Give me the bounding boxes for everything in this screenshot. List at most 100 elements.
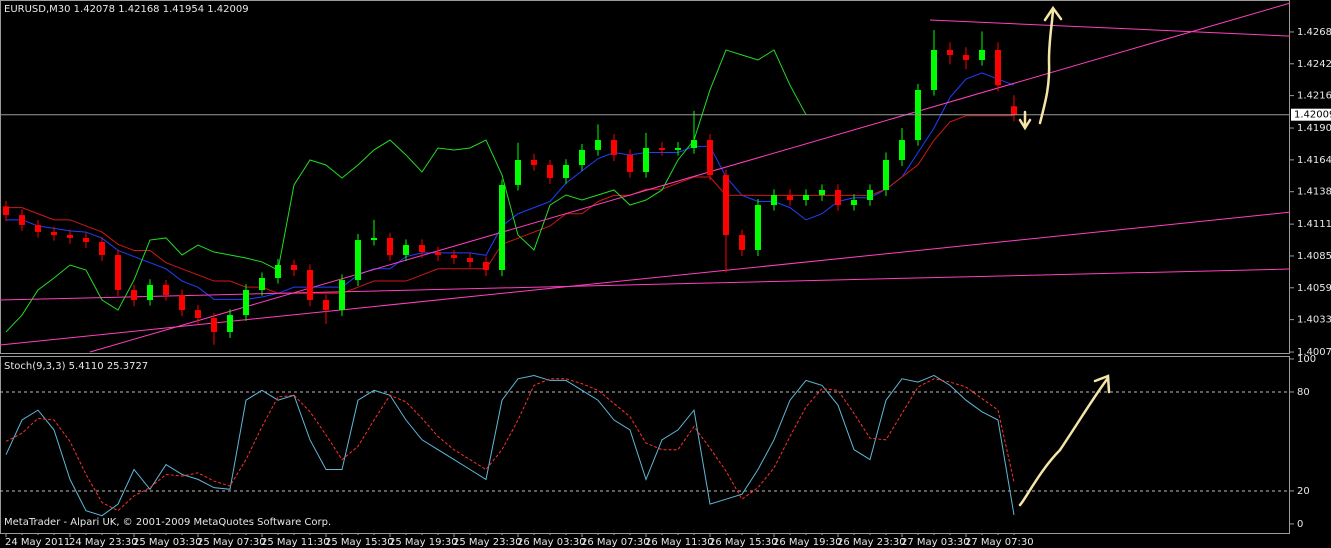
candle-body	[803, 194, 809, 201]
hand-annotations	[1018, 5, 1111, 507]
candle-body	[675, 147, 681, 150]
candle-body	[835, 189, 841, 206]
indicator-line	[5, 378, 1015, 512]
candle-body	[931, 49, 937, 90]
candle-body	[547, 165, 553, 178]
candle-body	[291, 265, 297, 271]
x-tick-label: 26 May 11:30	[645, 537, 714, 548]
y-tick-label: 1.41115	[1297, 219, 1331, 230]
candle-body	[243, 289, 249, 316]
stoch-plot	[0, 374, 1290, 517]
candle-body	[883, 159, 889, 190]
current-price-box	[1291, 108, 1331, 121]
candle-body	[595, 140, 601, 150]
candle-body	[387, 237, 393, 255]
y-tick-label: 1.41640	[1297, 155, 1331, 166]
candle-body	[531, 159, 537, 166]
y-tick-label: 1.41380	[1297, 187, 1331, 198]
x-tick-label: 26 May 03:30	[517, 537, 586, 548]
down-arrow	[1018, 110, 1032, 131]
y-tick-label: 1.42165	[1297, 91, 1331, 102]
x-tick-label: 24 May 2011	[5, 537, 70, 548]
candle-body	[563, 165, 569, 178]
chart-title: EURUSD,M30 1.42078 1.42168 1.41954 1.420…	[4, 4, 249, 15]
x-tick-label: 26 May 23:30	[837, 537, 906, 548]
candle-body	[99, 241, 105, 255]
candle-body	[771, 194, 777, 206]
x-tick-label: 25 May 23:30	[453, 537, 522, 548]
x-tick-label: 24 May 23:30	[69, 537, 138, 548]
candle-body	[3, 206, 9, 216]
candle-body	[371, 237, 377, 241]
y-tick-label: 1.40070	[1297, 347, 1331, 358]
candle-body	[51, 231, 57, 236]
x-tick-label: 27 May 07:30	[965, 537, 1034, 548]
candle-body	[707, 140, 713, 176]
candle-body	[483, 261, 489, 271]
candle-body	[499, 184, 505, 271]
trendline	[929, 19, 1290, 37]
up-arrow	[1038, 8, 1055, 125]
candle-body	[979, 49, 985, 60]
y-tick-label: 0	[1297, 519, 1303, 530]
candle-body	[19, 215, 25, 225]
current-price-label: 1.42009	[1294, 110, 1331, 121]
stoch-arrow	[1018, 376, 1110, 507]
indicator-line	[5, 49, 807, 333]
candle-body	[899, 140, 905, 160]
candle-body	[435, 252, 441, 255]
candle-body	[819, 189, 825, 195]
candle-body	[195, 310, 201, 319]
candle-body	[739, 235, 745, 250]
candle-body	[35, 224, 41, 232]
candle-body	[179, 295, 185, 311]
y-tick-label: 100	[1297, 354, 1316, 365]
stoch-panel-frame	[0, 356, 1290, 534]
candle-body	[627, 154, 633, 172]
candle-body	[259, 277, 265, 290]
candle-body	[227, 315, 233, 332]
candle-body	[115, 254, 121, 290]
price-plot	[0, 2, 1290, 353]
x-tick-label: 25 May 03:30	[133, 537, 202, 548]
indicator-line	[6, 72, 1015, 300]
x-tick-label: 25 May 19:30	[389, 537, 458, 548]
candle-body	[611, 140, 617, 155]
trendline	[0, 211, 1290, 346]
up-arrow-head	[1043, 5, 1063, 22]
trendline	[89, 2, 1290, 353]
candle-body	[851, 200, 857, 206]
candle-body	[963, 54, 969, 60]
x-tick-label: 26 May 19:30	[773, 537, 842, 548]
y-tick-label: 1.40595	[1297, 283, 1331, 294]
y-tick-label: 1.42685	[1297, 27, 1331, 38]
x-tick-label: 26 May 15:30	[709, 537, 778, 548]
candle-body	[131, 289, 137, 301]
y-tick-label: 1.42425	[1297, 59, 1331, 70]
x-tick-label: 27 May 03:30	[901, 537, 970, 548]
candle-body	[947, 49, 953, 55]
candle-body	[355, 240, 361, 281]
trendline	[0, 268, 1290, 301]
candle-body	[451, 254, 457, 259]
candle-body	[1011, 106, 1017, 115]
x-tick-label: 26 May 07:30	[581, 537, 650, 548]
y-tick-label: 20	[1297, 486, 1310, 497]
candle-body	[323, 300, 329, 311]
candle-body	[163, 284, 169, 295]
candle-body	[643, 147, 649, 172]
candle-body	[995, 49, 1001, 86]
y-tick-label: 1.40335	[1297, 315, 1331, 326]
candle-body	[515, 159, 521, 185]
candle-body	[755, 205, 761, 250]
x-tick-label: 25 May 11:30	[261, 537, 330, 548]
y-tick-label: 80	[1297, 387, 1310, 398]
candle-body	[787, 194, 793, 201]
candle-body	[67, 235, 73, 238]
candle-body	[867, 189, 873, 201]
candle-body	[275, 265, 281, 278]
candle-body	[403, 245, 409, 255]
candle-body	[467, 258, 473, 262]
